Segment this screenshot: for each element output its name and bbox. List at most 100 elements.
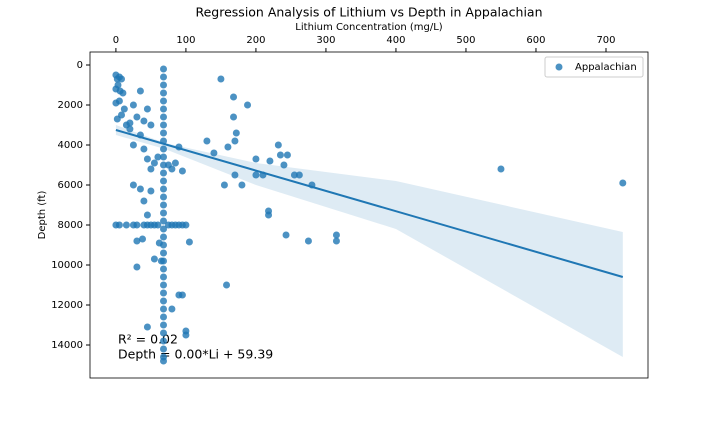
data-point bbox=[230, 113, 238, 121]
data-point bbox=[160, 65, 168, 73]
data-point bbox=[143, 323, 151, 331]
data-point bbox=[143, 155, 151, 163]
data-point bbox=[160, 357, 168, 365]
data-point bbox=[231, 171, 239, 179]
data-point bbox=[295, 171, 303, 179]
legend-box bbox=[544, 56, 644, 78]
data-point bbox=[160, 313, 168, 321]
data-point bbox=[154, 153, 162, 161]
y-tick-label: 6000 bbox=[58, 180, 83, 191]
x-tick-label: 500 bbox=[456, 35, 475, 46]
data-point bbox=[160, 321, 168, 329]
data-point bbox=[282, 231, 290, 239]
data-point bbox=[160, 145, 168, 153]
data-point bbox=[182, 221, 190, 229]
data-point bbox=[160, 153, 168, 161]
data-point bbox=[114, 81, 122, 89]
data-point bbox=[224, 143, 232, 151]
data-point bbox=[160, 281, 168, 289]
data-point bbox=[160, 81, 168, 89]
annotation: Depth = 0.00*Li + 59.39 bbox=[118, 347, 273, 362]
data-point bbox=[147, 121, 155, 129]
data-point bbox=[136, 87, 144, 95]
data-point bbox=[332, 231, 340, 239]
data-point bbox=[266, 157, 274, 165]
data-point bbox=[122, 221, 130, 229]
data-point bbox=[160, 337, 168, 345]
data-point bbox=[160, 129, 168, 137]
data-point bbox=[252, 155, 260, 163]
data-point bbox=[160, 201, 168, 209]
data-point bbox=[140, 197, 148, 205]
data-point bbox=[160, 209, 168, 217]
data-point bbox=[231, 137, 239, 145]
data-point bbox=[203, 137, 211, 145]
data-point bbox=[182, 331, 190, 339]
y-tick-label: 10000 bbox=[51, 260, 83, 271]
data-point bbox=[232, 129, 240, 137]
data-point bbox=[252, 171, 260, 179]
data-point bbox=[150, 159, 158, 167]
data-point bbox=[160, 169, 168, 177]
data-point bbox=[160, 233, 168, 241]
data-point bbox=[160, 161, 168, 169]
data-point bbox=[143, 211, 151, 219]
data-point bbox=[154, 221, 162, 229]
x-tick-label: 700 bbox=[596, 35, 615, 46]
data-point bbox=[160, 89, 168, 97]
data-point bbox=[619, 179, 627, 187]
data-point bbox=[160, 329, 168, 337]
y-tick-label: 2000 bbox=[58, 100, 83, 111]
y-axis-label: Depth (ft) bbox=[37, 191, 48, 240]
data-point bbox=[129, 101, 137, 109]
x-tick-label: 400 bbox=[386, 35, 405, 46]
data-point bbox=[120, 105, 128, 113]
data-point bbox=[160, 305, 168, 313]
y-tick-label: 4000 bbox=[58, 140, 83, 151]
data-point bbox=[118, 111, 126, 119]
data-point bbox=[160, 177, 168, 185]
data-point bbox=[160, 185, 168, 193]
y-tick-label: 12000 bbox=[51, 300, 83, 311]
data-point bbox=[160, 265, 168, 273]
data-point bbox=[147, 187, 155, 195]
data-point bbox=[210, 149, 218, 157]
data-point bbox=[133, 221, 141, 229]
data-point bbox=[160, 225, 168, 233]
data-point bbox=[171, 159, 179, 167]
data-point bbox=[168, 165, 176, 173]
data-point bbox=[223, 281, 231, 289]
data-point bbox=[290, 171, 298, 179]
data-point bbox=[244, 101, 252, 109]
data-point bbox=[129, 181, 137, 189]
legend-marker bbox=[555, 63, 563, 71]
data-point bbox=[168, 305, 176, 313]
data-point bbox=[155, 239, 163, 247]
regression-line bbox=[115, 129, 624, 278]
data-point bbox=[160, 273, 168, 281]
data-point bbox=[157, 257, 165, 265]
x-tick-label: 600 bbox=[526, 35, 545, 46]
x-tick-label: 200 bbox=[246, 35, 265, 46]
data-point bbox=[118, 75, 126, 83]
data-point bbox=[147, 165, 155, 173]
data-point bbox=[280, 161, 288, 169]
data-point bbox=[160, 289, 168, 297]
data-point bbox=[220, 181, 228, 189]
chart-title: Regression Analysis of Lithium vs Depth … bbox=[195, 5, 542, 20]
data-point bbox=[136, 185, 144, 193]
y-tick-label: 0 bbox=[77, 60, 83, 71]
data-point bbox=[115, 221, 123, 229]
data-point bbox=[274, 141, 282, 149]
annotation: R² = 0.02 bbox=[118, 332, 178, 347]
plot-frame bbox=[89, 51, 649, 379]
data-point bbox=[150, 255, 158, 263]
legend-label: Appalachian bbox=[575, 62, 637, 73]
data-point bbox=[126, 125, 134, 133]
data-point bbox=[230, 93, 238, 101]
x-tick-label: 0 bbox=[113, 35, 119, 46]
data-point bbox=[217, 75, 225, 83]
data-point bbox=[139, 235, 147, 243]
data-point bbox=[265, 211, 273, 219]
